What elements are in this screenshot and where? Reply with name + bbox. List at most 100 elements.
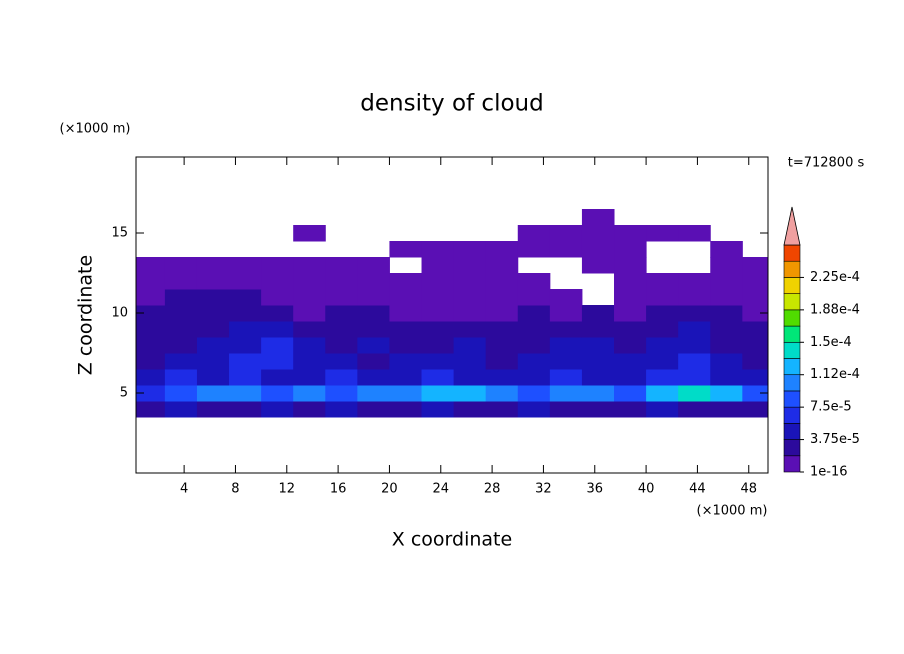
contour-cell — [229, 257, 262, 274]
contour-cell — [196, 289, 230, 306]
contour-cell — [742, 401, 768, 418]
colorbar-tick-label: 1.12e-4 — [810, 367, 860, 382]
contour-cell — [389, 369, 423, 386]
y-tick-label: 5 — [120, 386, 128, 401]
plot-frame — [135, 156, 769, 474]
contour-cell — [357, 353, 390, 370]
contour-cell — [453, 353, 487, 370]
contour-cell — [485, 369, 519, 386]
colorbar-box — [783, 439, 801, 457]
contour-cell — [261, 305, 294, 322]
contour-cell — [678, 321, 711, 338]
contour-cell — [229, 337, 262, 354]
contour-cell — [136, 273, 166, 290]
contour-cell — [164, 369, 198, 386]
contour-cell — [325, 289, 358, 306]
contour-cell — [646, 401, 679, 418]
x-tick-label: 4 — [180, 482, 188, 497]
contour-cell — [742, 257, 768, 274]
contour-cell — [261, 257, 294, 274]
contour-cell — [646, 273, 679, 290]
contour-cell — [710, 401, 743, 418]
contour-cell — [453, 273, 487, 290]
contour-cell — [136, 289, 166, 306]
contour-cell — [453, 369, 487, 386]
contour-cell — [742, 289, 768, 306]
contour-cell — [710, 353, 743, 370]
contour-cell — [453, 289, 487, 306]
contour-cell — [196, 337, 230, 354]
contour-cell — [357, 369, 390, 386]
contour-cell — [421, 385, 455, 402]
contour-cell — [389, 401, 423, 418]
contour-cell — [196, 273, 230, 290]
contour-cell — [164, 353, 198, 370]
contour-cell — [389, 305, 423, 322]
contour-cell — [196, 401, 230, 418]
contour-cell — [229, 353, 262, 370]
contour-cell — [453, 337, 487, 354]
contour-cell — [196, 321, 230, 338]
contour-cell — [614, 337, 647, 354]
contour-cell — [325, 401, 358, 418]
contour-cell — [164, 305, 198, 322]
contour-cell — [646, 369, 679, 386]
contour-cell — [164, 321, 198, 338]
contour-cell — [614, 305, 647, 322]
contour-cell — [742, 353, 768, 370]
contour-cell — [678, 289, 711, 306]
contour-cell — [421, 257, 455, 274]
contour-cell — [614, 257, 647, 274]
x-tick-label: 8 — [231, 482, 239, 497]
contour-cell — [581, 337, 615, 354]
contour-cell — [581, 209, 615, 226]
contour-cell — [485, 401, 519, 418]
contour-cell — [293, 257, 326, 274]
colorbar-box — [783, 244, 801, 262]
contour-cell — [710, 273, 743, 290]
contour-cell — [325, 257, 358, 274]
colorbar-box — [783, 423, 801, 440]
contour-cell — [196, 369, 230, 386]
colorbar-box — [783, 309, 801, 327]
contour-cell — [453, 241, 487, 258]
contour-cell — [293, 305, 326, 322]
contour-cell — [421, 273, 455, 290]
contour-cell — [164, 385, 198, 402]
contour-cell — [293, 321, 326, 338]
contour-cell — [261, 321, 294, 338]
contour-cell — [742, 321, 768, 338]
contour-cell — [293, 369, 326, 386]
contour-cell — [710, 289, 743, 306]
contour-cell — [549, 337, 583, 354]
contour-cell — [742, 385, 768, 402]
colorbar-extend — [783, 206, 801, 246]
contour-cell — [389, 321, 423, 338]
contour-cell — [485, 385, 519, 402]
x-unit: (×1000 m) — [697, 504, 768, 519]
contour-cell — [581, 385, 615, 402]
contour-cell — [614, 273, 647, 290]
contour-cell — [293, 273, 326, 290]
contour-cell — [325, 273, 358, 290]
contour-cell — [742, 305, 768, 322]
contour-cell — [136, 353, 166, 370]
contour-cell — [549, 385, 583, 402]
contour-cell — [710, 369, 743, 386]
y-tick-label: 10 — [111, 306, 128, 321]
contour-cell — [549, 305, 583, 322]
colorbar-box — [783, 277, 801, 294]
contour-cell — [389, 273, 423, 290]
contour-cell — [261, 273, 294, 290]
contour-cell — [229, 369, 262, 386]
contour-cell — [517, 369, 551, 386]
contour-cell — [421, 241, 455, 258]
x-tick-label: 16 — [330, 482, 347, 497]
contour-cell — [453, 401, 487, 418]
contour-cell — [357, 321, 390, 338]
contour-cell — [678, 353, 711, 370]
contour-cell — [325, 321, 358, 338]
contour-cell — [678, 385, 711, 402]
colorbar-box — [783, 260, 801, 278]
contour-cell — [549, 321, 583, 338]
